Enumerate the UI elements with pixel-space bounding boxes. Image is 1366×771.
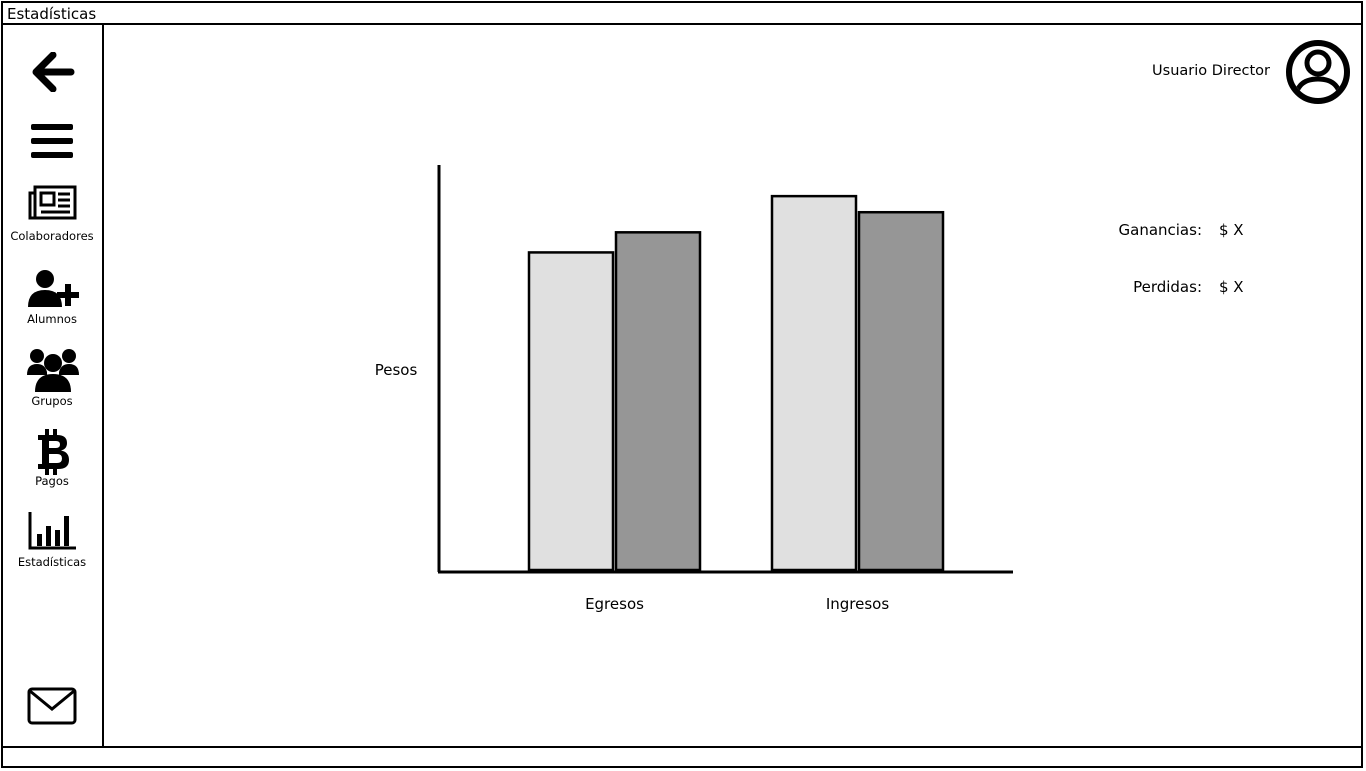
title-bar: Estadísticas [2, 2, 1362, 25]
user-avatar-icon[interactable] [1285, 39, 1351, 105]
bar-chart-icon [28, 512, 76, 550]
sidebar-item-label: Colaboradores [10, 229, 94, 243]
x-tick-label: Ingresos [826, 595, 890, 613]
sidebar-item-label: Pagos [35, 474, 69, 488]
user-name: Usuario Director [1152, 63, 1270, 79]
y-axis-label: Pesos [375, 361, 418, 379]
sidebar: Colaboradores Alumnos Grupos [2, 25, 104, 746]
bar-ingresos-2 [857, 210, 945, 572]
sidebar-item-label: Grupos [31, 394, 73, 408]
perdidas-value: $ X [1219, 278, 1244, 296]
user-plus-icon [28, 270, 79, 307]
sidebar-item-label: Alumnos [27, 312, 77, 326]
bar-ingresos-1 [770, 194, 858, 572]
ganancias-value: $ X [1219, 221, 1244, 239]
envelope-icon[interactable] [27, 687, 77, 725]
hamburger-menu-icon[interactable] [30, 122, 74, 160]
status-bar [2, 746, 1362, 768]
users-group-icon [27, 349, 79, 392]
newspaper-icon [28, 185, 77, 220]
arrow-left-icon[interactable] [31, 52, 75, 92]
window-title: Estadísticas [7, 5, 97, 23]
x-tick-label: Egresos [585, 595, 644, 613]
perdidas-label: Perdidas: [1133, 278, 1202, 296]
bar-egresos-2 [614, 231, 702, 572]
sidebar-item-label: Estadísticas [17, 555, 87, 569]
bitcoin-icon [38, 429, 69, 475]
bar-chart: Pesos Egresos Ingresos [375, 165, 1013, 613]
bar-egresos-1 [527, 251, 615, 572]
ganancias-label: Ganancias: [1118, 221, 1203, 239]
